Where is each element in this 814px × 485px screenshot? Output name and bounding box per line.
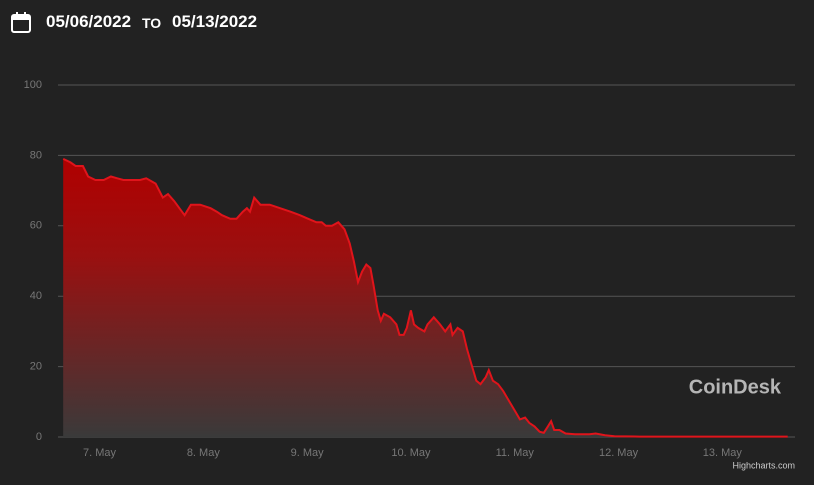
x-tick-label: 8. May: [187, 447, 221, 459]
watermark: CoinDesk: [689, 376, 782, 398]
x-tick-label: 12. May: [599, 447, 639, 459]
y-tick-label: 100: [24, 79, 42, 91]
x-tick-label: 10. May: [391, 447, 431, 459]
area-line: [62, 157, 788, 438]
area-fill: [63, 158, 788, 437]
y-tick-label: 20: [30, 361, 42, 373]
y-tick-label: 0: [36, 431, 42, 443]
credits[interactable]: Highcharts.com: [732, 460, 795, 470]
date-to[interactable]: 05/13/2022: [172, 12, 258, 31]
x-tick-label: 13. May: [703, 447, 743, 459]
calendar-icon[interactable]: [10, 11, 34, 35]
x-tick-label: 11. May: [496, 447, 535, 459]
date-from[interactable]: 05/06/2022: [46, 12, 132, 31]
x-tick-label: 9. May: [291, 447, 325, 459]
y-tick-label: 60: [30, 220, 42, 232]
y-tick-label: 40: [30, 290, 42, 302]
to-label: TO: [142, 15, 162, 31]
date-range: 05/06/2022 TO 05/13/2022: [0, 0, 814, 50]
x-tick-label: 7. May: [83, 447, 117, 459]
y-tick-label: 80: [30, 149, 42, 161]
